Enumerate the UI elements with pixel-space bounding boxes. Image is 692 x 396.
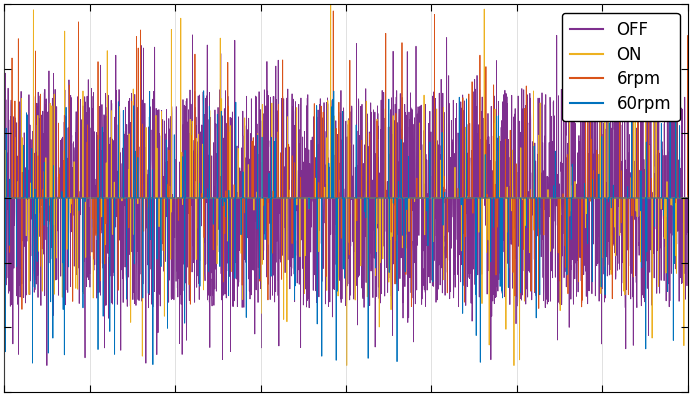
6rpm	[293, 196, 301, 200]
ON	[629, 196, 637, 200]
Line: ON: ON	[4, 4, 688, 366]
6rpm	[329, 9, 338, 13]
60rpm	[199, 88, 208, 93]
ON	[327, 2, 335, 7]
6rpm	[663, 196, 671, 200]
6rpm	[684, 192, 692, 197]
OFF	[288, 266, 296, 271]
6rpm	[629, 196, 637, 200]
60rpm	[288, 196, 296, 200]
ON	[293, 203, 301, 208]
ON	[325, 196, 333, 200]
60rpm	[0, 196, 8, 200]
ON	[287, 196, 295, 200]
60rpm	[325, 196, 334, 200]
60rpm	[663, 196, 671, 200]
OFF	[188, 32, 197, 37]
Line: 6rpm: 6rpm	[4, 11, 688, 309]
6rpm	[497, 196, 505, 200]
ON	[510, 363, 518, 368]
60rpm	[629, 196, 637, 200]
6rpm	[18, 307, 26, 312]
60rpm	[684, 196, 692, 200]
ON	[0, 196, 8, 200]
OFF	[684, 227, 692, 232]
6rpm	[325, 196, 334, 200]
OFF	[629, 97, 637, 102]
OFF	[497, 125, 505, 130]
OFF	[0, 196, 8, 200]
OFF	[293, 281, 301, 286]
Line: 60rpm: 60rpm	[4, 91, 688, 365]
Line: OFF: OFF	[4, 35, 688, 366]
6rpm	[0, 196, 8, 200]
60rpm	[149, 362, 157, 367]
6rpm	[287, 196, 295, 200]
ON	[497, 196, 505, 200]
60rpm	[497, 196, 505, 200]
ON	[684, 196, 692, 200]
OFF	[663, 196, 671, 200]
60rpm	[293, 196, 301, 200]
OFF	[325, 196, 334, 200]
Legend: OFF, ON, 6rpm, 60rpm: OFF, ON, 6rpm, 60rpm	[561, 13, 680, 121]
OFF	[43, 363, 51, 368]
ON	[663, 196, 671, 200]
